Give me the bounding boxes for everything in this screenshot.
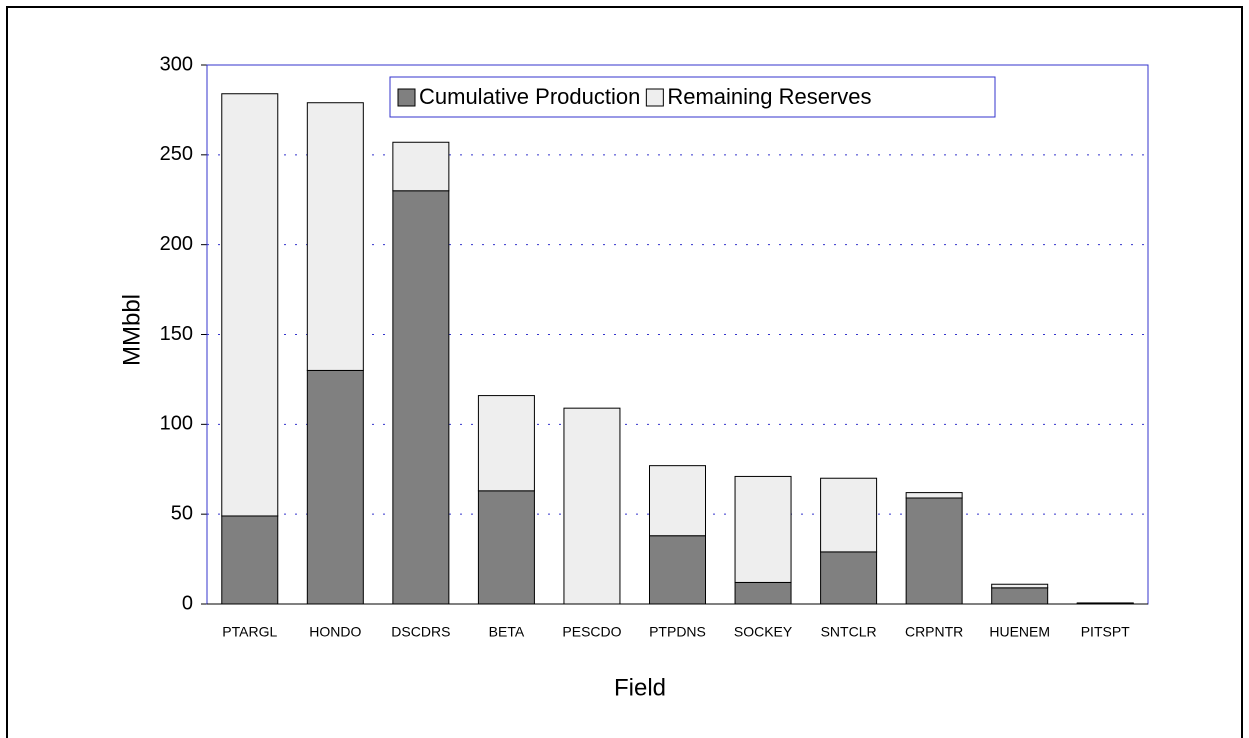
bar-segment (905, 497, 963, 605)
x-tick-label: PTPDNS (649, 624, 706, 640)
bar-segment (734, 475, 792, 583)
bar-segment (991, 583, 1049, 589)
bar-segment (221, 93, 279, 517)
bar-segment (905, 492, 963, 499)
x-tick-label: PITSPT (1081, 624, 1130, 640)
y-tick-label: 250 (160, 143, 193, 165)
y-tick-label: 200 (160, 233, 193, 255)
y-tick-label: 150 (160, 323, 193, 345)
frame (6, 6, 1243, 738)
y-tick-label: 100 (160, 413, 193, 435)
x-tick-label: PTARGL (222, 624, 277, 640)
bar-segment (392, 190, 450, 605)
bar-segment (306, 102, 364, 371)
x-tick-label: PESCDO (562, 624, 621, 640)
y-tick-label: 50 (171, 502, 193, 524)
x-axis-label: Field (614, 674, 666, 701)
legend-swatch (645, 88, 664, 107)
bar-segment (649, 465, 706, 537)
bar-segment (477, 395, 535, 492)
bar-segment (734, 581, 792, 605)
x-tick-label: SNTCLR (821, 624, 877, 640)
legend-box (389, 76, 996, 118)
bar-segment (477, 490, 535, 605)
y-axis-label: MMbbl (118, 294, 145, 366)
legend-label: Cumulative Production (419, 84, 640, 109)
bar-segment (649, 535, 706, 605)
x-tick-label: BETA (489, 624, 525, 640)
legend-label: Remaining Reserves (667, 84, 871, 109)
bar-segment (1076, 602, 1134, 604)
x-tick-label: HONDO (309, 624, 361, 640)
x-tick-label: HUENEM (989, 624, 1050, 640)
x-tick-label: CRPNTR (905, 624, 963, 640)
bar-segment (306, 369, 364, 605)
bar-segment (991, 587, 1049, 605)
x-tick-label: SOCKEY (734, 624, 793, 640)
bar-segment (563, 407, 621, 605)
bar-segment (221, 515, 279, 605)
y-tick-label: 300 (160, 53, 193, 75)
bar-segment (392, 141, 450, 192)
y-tick-label: 0 (182, 592, 193, 614)
x-tick-label: DSCDRS (391, 624, 450, 640)
bar-segment (820, 477, 878, 553)
legend-swatch (397, 88, 416, 107)
bar-segment (820, 551, 878, 605)
